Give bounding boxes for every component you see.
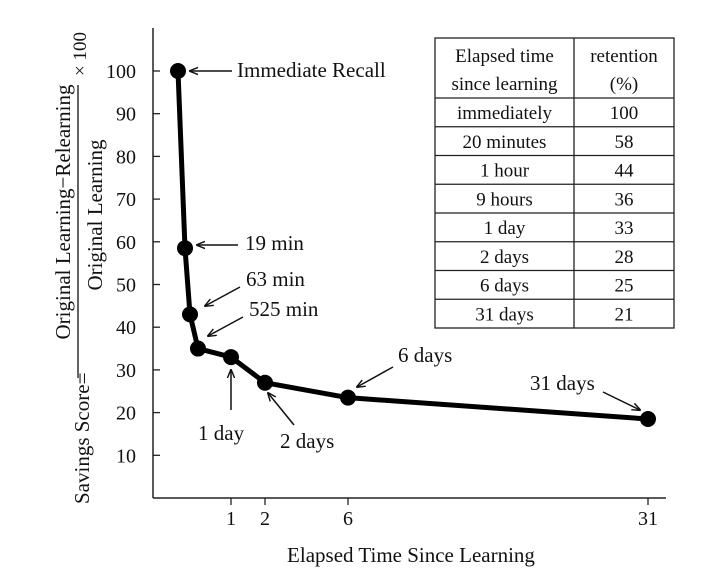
annotation-label: 63 min [246,267,305,291]
y-tick-label: 50 [116,275,136,297]
y-tick-label: 80 [116,146,136,168]
y-label-prefix: Savings Score= [70,373,94,504]
table-cell: 21 [615,304,634,325]
table-cell: 1 day [484,218,526,239]
table-cell: 33 [615,218,634,239]
y-label-numerator: Original Learning−Relearning [51,84,75,340]
y-tick-label: 30 [116,360,136,382]
x-tick-label: 6 [343,508,353,530]
y-label-suffix: × 100 [70,32,91,76]
annotation-label: Immediate Recall [237,58,386,82]
data-point [223,349,239,366]
table-header: since learning [451,74,558,95]
y-tick-label: 70 [116,189,136,211]
table-cell: 58 [615,132,634,153]
data-point [170,63,186,79]
y-tick-label: 40 [116,317,136,339]
y-label-denominator: Original Learning [83,139,107,291]
annotation-label: 31 days [530,371,595,395]
table-header: retention [590,46,658,67]
table-cell: 25 [615,276,634,297]
annotation-arrow [205,286,241,306]
y-tick-label: 10 [116,445,136,467]
y-axis-label: Savings Score= Original Learning−Relearn… [51,32,107,504]
table-cell: 28 [615,247,634,268]
table-border [434,37,675,329]
annotation-arrow [602,391,640,410]
table-cell: 31 days [475,304,534,325]
x-tick-label: 31 [638,508,658,530]
data-point [177,240,193,257]
table-header: Elapsed time [455,46,554,67]
data-point [340,389,356,406]
table-cell: 1 hour [480,161,530,182]
annotation-label: 1 day [198,421,245,445]
x-tick-label: 2 [260,508,270,530]
y-tick-label: 90 [116,104,136,126]
x-tick-label: 1 [226,508,236,530]
table-cell: 100 [610,103,639,124]
y-tick-label: 20 [116,403,136,425]
annotation-label: 525 min [249,297,319,321]
annotation-arrow [208,316,244,336]
annotation-label: 2 days [280,429,334,453]
table-cell: 36 [615,189,634,210]
data-point [190,340,206,357]
data-point [257,374,273,391]
table-cell: 20 minutes [463,132,547,153]
series-line [175,70,649,422]
x-axis-label: Elapsed Time Since Learning [287,543,535,567]
table-header: (%) [610,74,638,95]
annotation-arrow [357,366,394,387]
annotation-label: 19 min [245,231,304,255]
data-point [640,411,656,428]
table-cell: 2 days [480,247,529,268]
table-cell: 6 days [480,276,529,297]
table-cell: immediately [457,103,552,124]
annotation-label: 6 days [398,343,452,367]
table-cell: 44 [615,161,635,182]
table-cell: 9 hours [476,189,532,210]
annotation-arrow [268,393,295,426]
y-tick-label: 60 [116,232,136,254]
y-tick-label: 100 [106,61,136,83]
data-point [182,306,198,323]
retention-table: Elapsed time since learning retention (%) im… [434,37,675,329]
